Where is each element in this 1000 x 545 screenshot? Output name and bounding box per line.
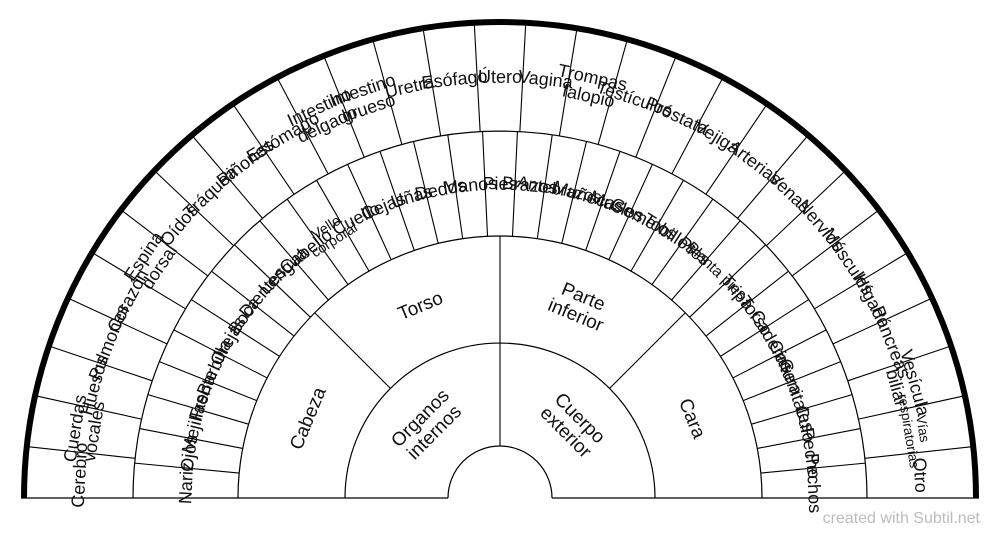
ring-4-label: Cuerdasvocales — [60, 393, 109, 466]
ring-1-label: Cuerpoexterior — [535, 389, 609, 463]
sector-divider — [651, 198, 714, 285]
sector-divider — [791, 209, 880, 277]
sector-divider — [760, 462, 866, 474]
ring-2-label: Cara — [674, 396, 709, 442]
sector-divider — [147, 394, 249, 425]
sector-divider — [139, 428, 243, 449]
sector-divider — [26, 445, 136, 459]
sector-divider — [276, 77, 329, 175]
sector-divider — [134, 462, 240, 474]
sector-divider — [259, 220, 329, 301]
sector-divider — [232, 103, 295, 195]
sector-divider — [608, 163, 653, 260]
sector-divider — [635, 55, 677, 158]
ring-1-label: Organosinternos — [387, 385, 467, 465]
sector-divider — [630, 179, 684, 272]
sector-divider — [751, 394, 853, 425]
sector-divider — [858, 395, 965, 420]
sector-divider — [814, 252, 909, 310]
ring-4-label: Cerebro — [68, 442, 91, 508]
sector-divider — [847, 345, 952, 382]
sector-divider — [379, 151, 415, 251]
ring-4-label: Útero — [478, 66, 522, 87]
outer-arc — [21, 19, 979, 499]
credit-watermark: created with Subtil.net — [822, 510, 980, 527]
sector-divider — [67, 297, 168, 345]
ring-4-label: Otro — [910, 457, 932, 493]
sector-divider — [35, 395, 142, 420]
sector-divider — [671, 220, 741, 301]
sector-divider — [705, 270, 789, 337]
sector-divider — [48, 345, 153, 382]
sector-divider — [314, 312, 391, 389]
sector-divider — [536, 134, 553, 239]
sector-divider — [720, 299, 810, 357]
sector-divider — [372, 39, 403, 145]
ring-boundary — [447, 445, 553, 499]
sector-divider — [597, 39, 628, 145]
sector-divider — [481, 131, 489, 237]
ring-2-label: Torso — [395, 288, 446, 325]
sector-divider — [347, 163, 392, 260]
sector-divider — [120, 209, 209, 277]
sector-divider — [519, 22, 527, 132]
sector-divider — [864, 445, 974, 459]
sector-divider — [323, 55, 365, 158]
sector-divider — [159, 361, 257, 402]
sector-divider — [286, 198, 349, 285]
sector-divider — [757, 428, 861, 449]
ring-2-label: Cabeza — [286, 384, 331, 453]
sector-divider — [585, 151, 621, 251]
ring-boundary — [132, 130, 868, 499]
sector-divider — [832, 297, 933, 345]
sector-divider — [173, 329, 268, 379]
sector-divider — [743, 361, 841, 402]
ring-2-label: Parteinferior — [545, 276, 615, 336]
sector-divider — [473, 22, 481, 132]
sector-divider — [561, 141, 588, 244]
sector-divider — [766, 170, 846, 247]
sector-divider — [689, 244, 766, 318]
sector-divider — [190, 299, 280, 357]
sector-divider — [737, 134, 809, 219]
sector-divider — [422, 28, 442, 136]
sector-divider — [671, 77, 724, 175]
ring-3-label: Nariz — [175, 462, 197, 505]
sector-divider — [234, 244, 311, 318]
sector-divider — [732, 329, 827, 379]
sector-divider — [191, 134, 263, 219]
sector-divider — [91, 252, 186, 310]
sector-divider — [609, 312, 686, 389]
sector-divider — [211, 270, 295, 337]
ring-3-label: Pies — [482, 174, 517, 194]
sector-divider — [558, 28, 578, 136]
sector-divider — [447, 134, 464, 239]
sector-divider — [705, 103, 768, 195]
sector-divider — [412, 141, 439, 244]
sector-divider — [154, 170, 234, 247]
sector-divider — [316, 179, 370, 272]
ring-3-label: Pechos — [802, 453, 825, 514]
sector-divider — [511, 131, 519, 237]
